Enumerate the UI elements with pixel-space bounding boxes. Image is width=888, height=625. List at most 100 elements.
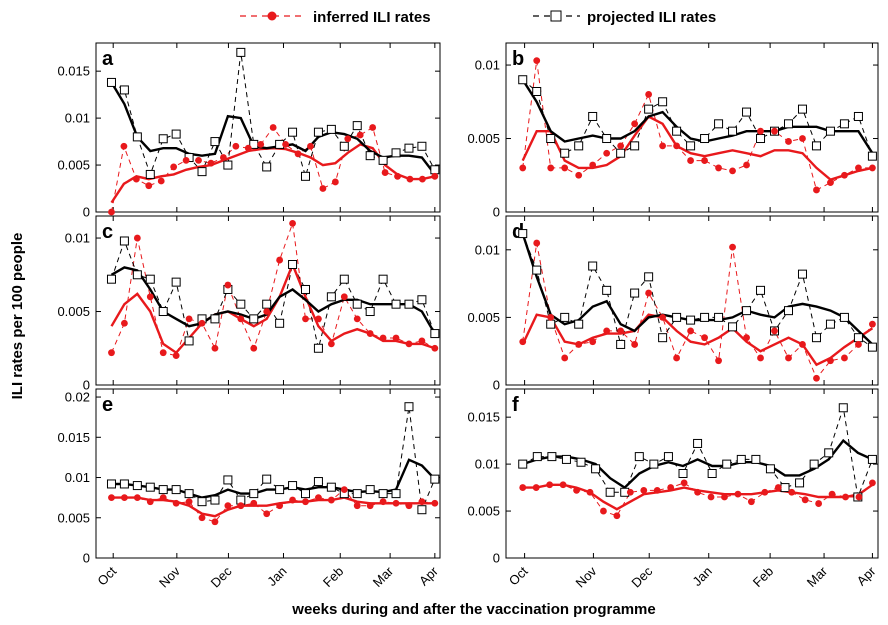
legend: inferred ILI rates projected ILI rates — [240, 9, 716, 26]
projected-point — [300, 489, 310, 499]
projected-point — [339, 141, 349, 151]
inferred-smoothed-line — [521, 114, 873, 182]
month-label-dec: Dec — [628, 563, 655, 590]
projected-point — [326, 124, 336, 134]
inferred-point — [533, 239, 541, 247]
inferred-point — [327, 340, 335, 348]
projected-point — [756, 285, 766, 295]
projected-point — [288, 127, 298, 137]
month-label-apr: Apr — [416, 563, 441, 588]
projected-point — [756, 134, 766, 144]
inferred-point — [788, 488, 796, 496]
projected-point — [561, 454, 571, 464]
projected-point — [210, 495, 220, 505]
inferred-point — [680, 479, 688, 487]
inferred-point — [827, 357, 834, 365]
inferred-point — [855, 493, 863, 501]
inferred-point — [631, 341, 639, 348]
inferred-point — [842, 493, 849, 501]
inferred-point — [743, 161, 750, 169]
inferred-point — [603, 327, 611, 335]
inferred-point — [244, 144, 252, 152]
month-label-oct: Oct — [94, 563, 119, 588]
projected-point — [714, 312, 724, 322]
projected-point — [588, 111, 598, 121]
inferred-point — [331, 178, 339, 186]
inferred-point — [294, 150, 302, 158]
projected-point — [249, 489, 259, 499]
projected-point — [326, 292, 336, 302]
month-label-apr: Apr — [854, 563, 879, 588]
projected-point — [616, 339, 626, 349]
inferred-point — [237, 315, 245, 323]
projected-point — [119, 479, 129, 489]
projected-point — [518, 459, 528, 469]
projected-point — [532, 265, 542, 275]
inferred-point — [586, 488, 594, 496]
inferred-point — [855, 341, 862, 348]
projected-point — [417, 505, 427, 515]
projected-point — [649, 459, 659, 469]
panel-letter: b — [512, 48, 524, 70]
projected-point — [417, 295, 427, 305]
projected-point — [658, 333, 668, 343]
inferred-point — [405, 340, 413, 348]
inferred-point — [659, 142, 667, 150]
inferred-point — [757, 127, 764, 135]
projected-point — [714, 119, 724, 129]
inferred-point — [307, 142, 314, 150]
x-axis-title: weeks during and after the vaccination p… — [291, 601, 655, 618]
inferred-point — [431, 344, 439, 352]
y-tick-label: 0.005 — [57, 158, 90, 173]
month-label-dec: Dec — [208, 563, 235, 590]
y-tick-label: 0.01 — [65, 111, 90, 126]
inferred-point — [757, 354, 764, 362]
inferred-point — [146, 293, 154, 301]
projected-point — [693, 438, 703, 448]
inferred-point — [519, 164, 527, 172]
inferred-point — [721, 493, 728, 501]
y-tick-label: 0.01 — [65, 470, 90, 485]
panel-frame — [95, 388, 441, 559]
inferred-point — [631, 120, 639, 128]
inferred-point — [145, 182, 153, 190]
panel-frame — [95, 42, 441, 213]
projected-point — [300, 171, 310, 181]
projected-point — [532, 452, 542, 462]
inferred-point — [855, 164, 862, 172]
inferred-point — [405, 502, 413, 510]
inferred-point — [771, 127, 778, 135]
inferred-point — [211, 518, 219, 526]
inferred-point — [687, 157, 694, 164]
projected-point — [352, 489, 362, 499]
month-label-jan: Jan — [264, 564, 289, 589]
projected-point — [404, 402, 414, 412]
panel-b: 0 0.005 0.01 b — [467, 42, 879, 220]
inferred-point — [185, 498, 193, 506]
inferred-point — [319, 185, 327, 192]
projected-point — [391, 299, 401, 309]
inferred-point — [701, 157, 708, 164]
month-label-mar: Mar — [804, 563, 831, 590]
inferred-point — [547, 164, 555, 172]
projected-point — [171, 129, 181, 139]
projected-point — [742, 306, 752, 316]
projected-point — [853, 333, 863, 343]
projected-point — [546, 134, 556, 144]
panel-a: 0 0.005 0.01 0.015 a — [57, 42, 441, 220]
projected-point — [313, 477, 323, 487]
projected-point — [171, 485, 181, 495]
inferred-point — [785, 138, 792, 145]
inferred-point — [237, 502, 245, 510]
projected-point — [313, 343, 323, 353]
inferred-point — [282, 141, 289, 148]
inferred-point — [613, 512, 621, 520]
inferred-point — [617, 142, 625, 150]
projected-dashed-line — [522, 407, 873, 499]
projected-dashed-line — [522, 233, 873, 348]
inferred-point — [269, 124, 277, 131]
month-label-feb: Feb — [320, 564, 346, 590]
projected-point — [171, 277, 181, 287]
